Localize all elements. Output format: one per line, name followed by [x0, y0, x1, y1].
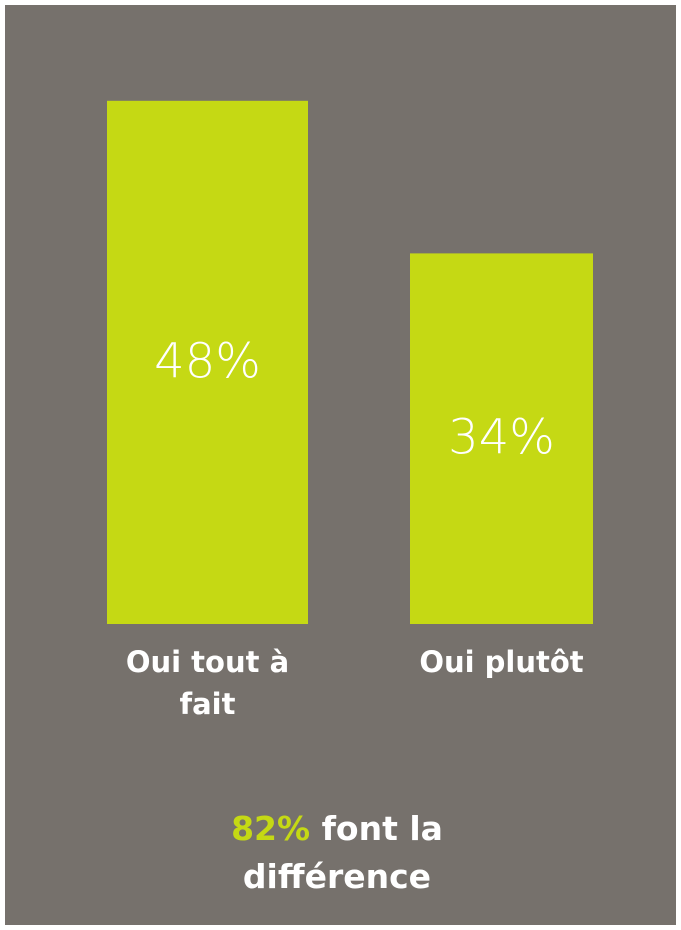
chart-panel: 48% 34% 82% font la différence Oui tout à… — [5, 5, 676, 925]
bar — [410, 253, 593, 624]
chart: 48% 34% — [107, 100, 593, 625]
category-label: Oui tout à fait — [125, 645, 290, 721]
annotation-highlight: 82% — [231, 809, 311, 848]
category-label: Oui plutôt — [419, 645, 584, 679]
value-label: 48% — [154, 333, 261, 389]
annotation-text: font la différence — [242, 809, 443, 896]
bar — [107, 100, 308, 625]
value-label: 34% — [448, 410, 555, 466]
annotation: 82% font la différence — [182, 805, 492, 901]
